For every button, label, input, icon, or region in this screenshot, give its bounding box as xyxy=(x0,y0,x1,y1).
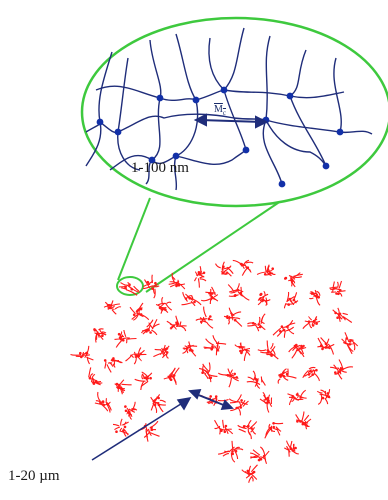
particle-cluster xyxy=(246,370,266,389)
crosslink-dot xyxy=(322,162,330,170)
particle-cluster xyxy=(232,259,254,276)
magnified-view-ellipse xyxy=(80,16,388,208)
particle-cluster xyxy=(215,261,234,277)
particle-cluster xyxy=(153,344,170,359)
particle-cluster xyxy=(194,266,207,288)
zoom-source-circle xyxy=(116,276,144,296)
particle-cluster xyxy=(288,343,307,359)
zoom-line-left xyxy=(117,197,151,281)
particle-cluster xyxy=(142,274,160,299)
scale-arrow xyxy=(91,397,192,461)
particle-cluster xyxy=(114,329,137,348)
crosslink-dot xyxy=(336,128,344,136)
particle-cluster xyxy=(103,357,123,373)
particle-cluster xyxy=(138,420,160,442)
mc-double-arrow xyxy=(193,113,269,129)
crosslink-dot xyxy=(148,156,156,164)
particle-cluster xyxy=(166,315,187,332)
particle-cluster xyxy=(272,320,296,338)
particle-cluster xyxy=(250,446,270,465)
particle-cluster xyxy=(284,272,303,288)
particle-cluster xyxy=(218,440,244,463)
particle-cluster xyxy=(341,332,359,355)
particle-cluster xyxy=(330,359,354,380)
particle-cluster xyxy=(203,335,227,356)
cluster-spacing-arrow xyxy=(188,388,234,411)
chain-14 xyxy=(265,119,327,167)
crosslink-dot xyxy=(96,118,104,126)
particle-clusters xyxy=(70,259,359,483)
particle-cluster xyxy=(124,401,138,420)
particle-cluster xyxy=(247,313,266,332)
chain-10 xyxy=(333,57,342,133)
crosslink-dot xyxy=(220,86,228,94)
particle-cluster xyxy=(118,282,140,296)
particle-cluster xyxy=(70,345,94,365)
crosslink-dot xyxy=(156,94,164,102)
particle-cluster xyxy=(134,371,153,391)
crosslink-dot xyxy=(172,152,180,160)
crosslink-dot xyxy=(286,92,294,100)
particle-cluster xyxy=(150,394,166,414)
particle-cluster xyxy=(332,307,353,323)
particle-cluster xyxy=(155,296,173,314)
particle-cluster xyxy=(163,367,180,385)
particle-cluster xyxy=(264,422,284,439)
particle-cluster xyxy=(316,389,331,405)
particle-cluster xyxy=(295,411,312,430)
network-scale-label: 1-100 nm xyxy=(131,160,189,176)
particle-cluster xyxy=(88,367,103,386)
particle-cluster xyxy=(140,319,160,336)
particle-cluster xyxy=(309,289,321,306)
particle-cluster xyxy=(200,286,219,305)
particle-cluster xyxy=(214,419,234,435)
particle-cluster xyxy=(317,337,335,355)
crosslink-points xyxy=(96,86,344,188)
crosslink-dot xyxy=(114,128,122,136)
particle-cluster xyxy=(287,389,307,406)
particle-cluster xyxy=(199,362,218,383)
crosslink-dot xyxy=(192,96,200,104)
particle-cluster xyxy=(129,302,150,321)
particle-cluster xyxy=(168,272,186,290)
cluster-scale-label: 1-20 µm xyxy=(8,468,60,484)
particle-cluster xyxy=(93,328,107,343)
particle-cluster xyxy=(283,291,299,309)
particle-cluster xyxy=(257,340,279,360)
chain-12 xyxy=(85,113,373,135)
mc-main: M xyxy=(214,104,223,115)
particle-cluster xyxy=(223,307,243,327)
particle-cluster xyxy=(284,440,299,457)
particle-cluster xyxy=(181,292,202,307)
particle-cluster xyxy=(257,290,271,307)
particle-cluster xyxy=(195,306,214,329)
mc-label: Mc xyxy=(214,104,226,117)
crosslink-dot xyxy=(278,180,286,188)
particle-cluster xyxy=(329,280,346,297)
particle-cluster xyxy=(112,418,129,437)
particle-cluster xyxy=(217,368,239,388)
particle-cluster xyxy=(277,368,297,384)
particle-cluster xyxy=(125,347,147,365)
particle-cluster xyxy=(94,391,112,413)
particle-cluster xyxy=(103,300,122,315)
particle-cluster xyxy=(234,342,251,361)
particle-cluster xyxy=(182,341,198,357)
particle-cluster xyxy=(228,394,249,416)
chain-5 xyxy=(173,33,199,191)
particle-cluster xyxy=(114,379,132,395)
particle-cluster xyxy=(241,464,258,483)
particle-cluster xyxy=(256,264,276,277)
particle-cluster xyxy=(237,419,258,440)
particle-cluster xyxy=(227,283,250,301)
crosslink-dot xyxy=(242,146,250,154)
mc-sub: c xyxy=(222,109,227,117)
particle-cluster xyxy=(259,391,273,413)
chain-6 xyxy=(208,37,225,91)
particle-cluster xyxy=(302,366,320,382)
particle-cluster xyxy=(302,315,321,330)
